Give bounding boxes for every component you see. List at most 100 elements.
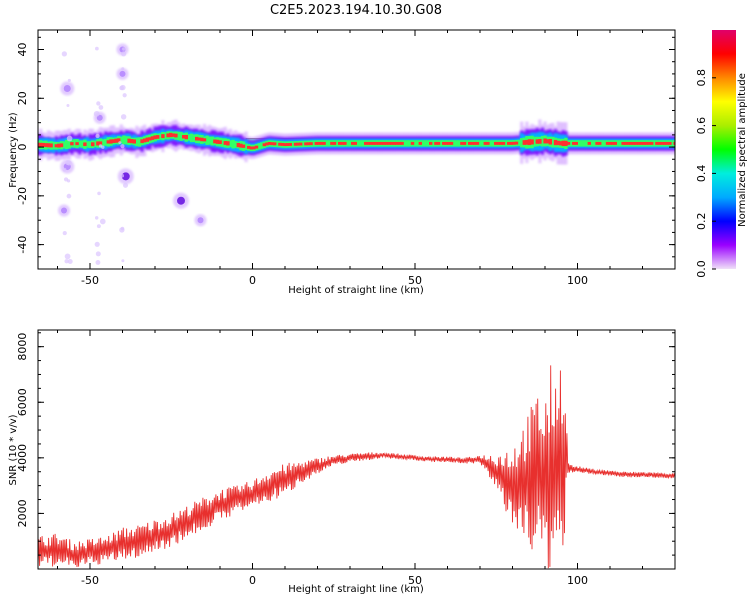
spectrogram-cell: [296, 142, 300, 146]
spectrogram-cell: [512, 141, 516, 145]
spectrogram-cell: [169, 132, 173, 138]
spectrogram-cell: [616, 140, 620, 147]
spectrogram-cell: [530, 139, 534, 145]
spectrogram-cell: [249, 146, 253, 150]
spectrogram-cell: [252, 146, 256, 150]
spectrogram-layer-4: [38, 132, 675, 150]
spectrogram-cell: [634, 141, 638, 145]
spectrogram-cell: [392, 141, 396, 145]
spectrogram-cell: [608, 141, 612, 145]
spectrogram-cell: [280, 142, 285, 146]
spectrogram-cell: [595, 141, 599, 145]
colorbar-gradient: [712, 30, 736, 269]
spectrogram-cell: [117, 138, 121, 143]
spectrogram-cell: [348, 140, 352, 147]
spectrogram-cell: [572, 141, 576, 145]
spectrogram-cell: [621, 141, 625, 145]
spectrogram-cell: [566, 141, 571, 145]
spectrogram-cell: [343, 141, 347, 145]
spectrogram-noise-dot: [122, 47, 126, 51]
spectrogram-cell: [361, 140, 365, 147]
spectrogram-cell: [182, 135, 186, 139]
spectrogram-cell: [574, 141, 578, 145]
spectrogram-cell: [442, 141, 446, 145]
spectrogram-cell: [382, 141, 386, 145]
spectrogram-cell: [494, 141, 498, 145]
spectrogram-cell: [387, 141, 391, 145]
snr-y-tick-label: 4000: [16, 444, 29, 472]
spectrogram-noise-dot: [97, 191, 101, 196]
spectrogram-cell: [244, 143, 248, 151]
spectrogram-cell: [171, 133, 175, 137]
spectrogram-cell: [306, 142, 311, 146]
spectrogram-cell: [657, 141, 662, 145]
spectrogram-cell: [299, 142, 303, 146]
spectrogram-cell: [652, 140, 656, 147]
spectrogram-cell: [273, 142, 277, 146]
spectrogram-y-tick-label: 40: [16, 43, 29, 57]
spectrogram-cell: [603, 140, 607, 147]
snr-y-tick-label: 8000: [16, 333, 29, 361]
spectrogram-cell: [507, 141, 511, 145]
spectrogram-cell: [473, 141, 477, 145]
spectrogram-cell: [408, 140, 412, 147]
spectrogram-cell: [613, 141, 617, 145]
colorbar-tick-label: 0.4: [695, 165, 708, 183]
spectrogram-cell: [527, 139, 532, 146]
spectrogram-cell: [127, 138, 131, 143]
spectrogram-noise-dot: [120, 226, 125, 231]
spectrogram-cell: [114, 138, 118, 143]
spectrogram-cell: [101, 139, 105, 147]
spectrogram-cell: [579, 140, 584, 147]
spectrogram-cell: [371, 141, 376, 145]
snr-y-tick-label: 2000: [16, 499, 29, 527]
spectrogram-x-label: Height of straight line (km): [288, 285, 424, 296]
spectrogram-cell: [332, 141, 337, 145]
spectrogram-cell: [179, 131, 183, 141]
spectrogram-cell: [522, 140, 526, 145]
spectrogram-cell: [38, 142, 40, 147]
spectrogram-cell: [533, 136, 537, 147]
spectrogram-cell: [109, 139, 113, 144]
spectrogram-y-ticks: -40 -20 0 20 40: [16, 36, 675, 270]
spectrogram-cell: [663, 141, 667, 145]
snr-y-ticks: 2000 4000 6000 8000: [16, 332, 675, 570]
spectrogram-cell: [278, 142, 282, 146]
spectrogram-cell: [546, 139, 550, 144]
spectrogram-cell: [426, 140, 430, 147]
spectrogram-cell: [592, 140, 597, 147]
spectrogram-cell: [241, 144, 246, 148]
spectrogram-cell: [535, 139, 539, 144]
spectrogram-cell: [577, 140, 581, 147]
spectrogram-x-ticks: -50 0 50 100: [57, 30, 676, 287]
spectrogram-y-tick-label: 0: [16, 144, 29, 151]
colorbar-ticks: 0.0 0.2 0.4 0.6 0.8: [695, 69, 716, 278]
spectrogram-cell: [468, 141, 472, 145]
spectrogram-cell: [153, 135, 157, 140]
spectrogram-cell: [335, 140, 339, 147]
spectrogram-cell: [184, 135, 188, 140]
spectrogram-cell: [80, 140, 84, 148]
spectrogram-heat-layer: [38, 43, 675, 265]
spectrogram-noise-dot: [94, 216, 99, 220]
spectrogram-cell: [174, 133, 178, 138]
spectrogram-cell: [637, 141, 641, 145]
spectrogram-cell: [345, 140, 350, 147]
spectrogram-cell: [49, 143, 53, 148]
spectrogram-cell: [496, 141, 500, 145]
spectrogram-noise-dot: [94, 241, 100, 247]
snr-series-line: [38, 365, 675, 569]
spectrogram-cell: [312, 140, 316, 147]
spectrogram-cell: [600, 140, 604, 147]
spectrogram-cell: [104, 138, 108, 146]
spectrogram-noise-dot: [67, 78, 71, 83]
spectrogram-noise-dot: [120, 114, 127, 120]
spectrogram-cell: [57, 143, 61, 148]
spectrogram-noise-dot: [98, 144, 103, 148]
spectrogram-cell: [215, 139, 220, 144]
spectrogram-cell: [559, 141, 563, 146]
spectrogram-x-tick-label: 100: [567, 274, 588, 287]
spectrogram-cell: [46, 143, 51, 148]
spectrogram-cell: [384, 141, 389, 145]
spectrogram-cell: [85, 141, 90, 148]
